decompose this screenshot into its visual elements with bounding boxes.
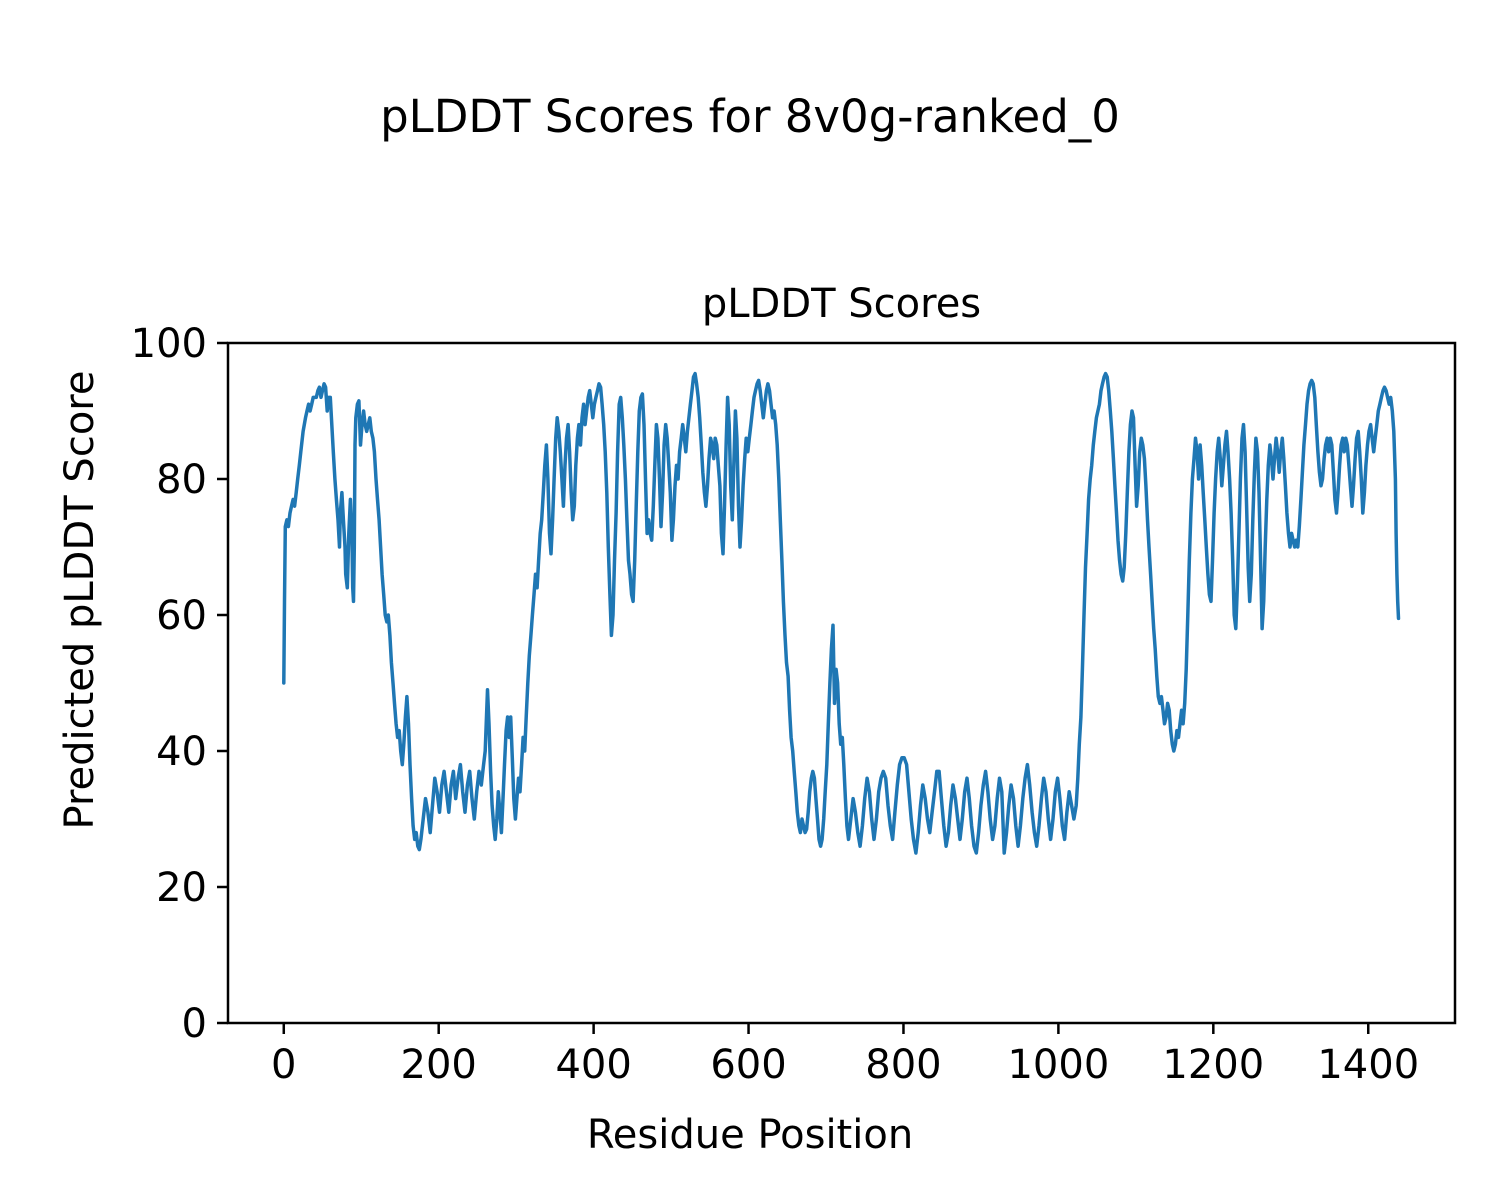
x-tick-label: 600 [710, 1042, 786, 1088]
y-tick-label: 80 [156, 457, 207, 503]
x-tick-label: 0 [271, 1042, 296, 1088]
x-tick-label: 800 [865, 1042, 941, 1088]
x-tick-label: 1200 [1162, 1042, 1264, 1088]
plddt-line [282, 371, 1401, 855]
x-tick-label: 1000 [1007, 1042, 1109, 1088]
x-tick-label: 1400 [1317, 1042, 1419, 1088]
axis-ticks [217, 341, 1370, 1034]
x-tick-label: 400 [555, 1042, 631, 1088]
y-tick-label: 100 [131, 321, 207, 367]
x-axis-label: Residue Position [586, 1112, 914, 1158]
y-tick-label: 20 [156, 865, 207, 911]
y-tick-label: 0 [182, 1001, 207, 1047]
y-axis-label: Predicted pLDDT Score [57, 370, 103, 830]
axis-tick-labels: 0 200 400 600 800 1000 1200 1400 0 20 40 60 80 100 [131, 321, 1420, 1088]
axes-frame [226, 341, 1457, 1025]
figure-title: pLDDT Scores for 8v0g-ranked_0 [380, 90, 1120, 143]
series-pLDDT [282, 371, 1401, 855]
y-tick-label: 60 [156, 593, 207, 639]
y-tick-label: 40 [156, 729, 207, 775]
x-tick-label: 200 [401, 1042, 477, 1088]
axes-spines [226, 341, 1457, 1025]
axes-title: pLDDT Scores [701, 281, 982, 327]
